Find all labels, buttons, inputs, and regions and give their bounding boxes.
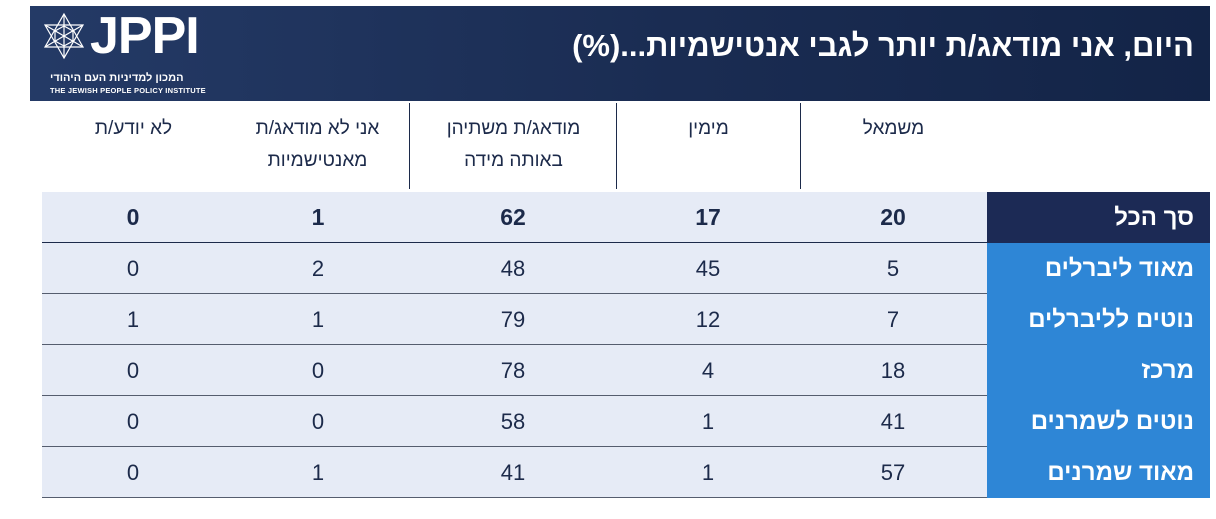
table-cell: 20 [880, 204, 906, 230]
column-header-line: אני לא מודאג/ת [255, 118, 380, 139]
logo-subtitle-hebrew: המכון למדיניות העם היהודי [50, 72, 184, 84]
logo-wordmark: JPPI [90, 7, 200, 65]
table-cell: 18 [880, 358, 906, 383]
table-cell: 58 [500, 409, 526, 434]
column-header-not-worried: אני לא מודאג/ת מאנטישמיות [225, 103, 410, 189]
table-cell: 41 [500, 460, 526, 485]
column-header-left: משמאל [800, 103, 987, 189]
table-cell: 1 [701, 460, 715, 485]
logo-subtitle-english: THE JEWISH PEOPLE POLICY INSTITUTE [50, 86, 206, 95]
row-label: מרכז [987, 345, 1210, 396]
column-header-line: לא יודע/ת [94, 118, 173, 139]
table-cell: 1 [311, 460, 325, 485]
column-header-dont-know: לא יודע/ת [42, 103, 225, 189]
table-cell: 0 [126, 358, 140, 383]
table-cell: 48 [500, 256, 526, 281]
column-separator [616, 103, 617, 189]
table-cell: 7 [886, 307, 900, 332]
table-cell: 0 [126, 409, 140, 434]
column-separator [409, 103, 410, 189]
table-cell: 0 [311, 358, 325, 383]
table-cell: 45 [695, 256, 721, 281]
table-row [42, 294, 987, 344]
table-cell: 1 [126, 307, 140, 332]
table-row [42, 192, 987, 242]
column-header-line: באותה מידה [464, 150, 563, 171]
row-divider [42, 293, 987, 294]
row-divider [42, 497, 987, 498]
table-cell: 0 [126, 256, 140, 281]
table-cell: 1 [311, 204, 325, 230]
table-row [42, 396, 987, 446]
column-header-line: משמאל [862, 118, 925, 139]
row-label: סך הכל [987, 192, 1210, 243]
table-cell: 0 [126, 204, 140, 230]
table-cell: 2 [311, 256, 325, 281]
table-cell: 5 [886, 256, 900, 281]
table-cell: 79 [500, 307, 526, 332]
page-title: היום, אני מודאג/ת יותר לגבי אנטישמיות...… [572, 28, 1194, 63]
star-of-david-icon [43, 12, 85, 60]
table-row [42, 243, 987, 293]
column-header-line: מאנטישמיות [267, 150, 368, 171]
table-cell: 57 [880, 460, 906, 485]
column-header-line: מימין [688, 118, 729, 139]
header-banner: JPPI המכון למדיניות העם היהודי THE JEWIS… [30, 6, 1210, 101]
row-divider [42, 446, 987, 447]
table-cell: 4 [701, 358, 715, 383]
row-label: מאוד ליברלים [987, 243, 1210, 294]
table-cell: 0 [126, 460, 140, 485]
table-cell: 62 [500, 204, 526, 230]
table-row [42, 345, 987, 395]
table-cell: 78 [500, 358, 526, 383]
table-row [42, 447, 987, 497]
table-cell: 41 [880, 409, 906, 434]
row-divider [42, 344, 987, 345]
table-cell: 0 [311, 409, 325, 434]
row-divider [42, 395, 987, 396]
table-cell: 12 [695, 307, 721, 332]
table-cell: 17 [695, 204, 721, 230]
table-cell: 1 [311, 307, 325, 332]
column-separator [800, 103, 801, 189]
row-label: מאוד שמרנים [987, 447, 1210, 498]
row-label: נוטים לליברלים [987, 294, 1210, 345]
row-label: נוטים לשמרנים [987, 396, 1210, 447]
jppi-logo: JPPI המכון למדיניות העם היהודי THE JEWIS… [38, 7, 238, 98]
column-header-right: מימין [617, 103, 800, 189]
column-header-line: מודאג/ת משתיהן [446, 118, 581, 139]
table-cell: 1 [701, 409, 715, 434]
column-header-both: מודאג/ת משתיהן באותה מידה [410, 103, 617, 189]
